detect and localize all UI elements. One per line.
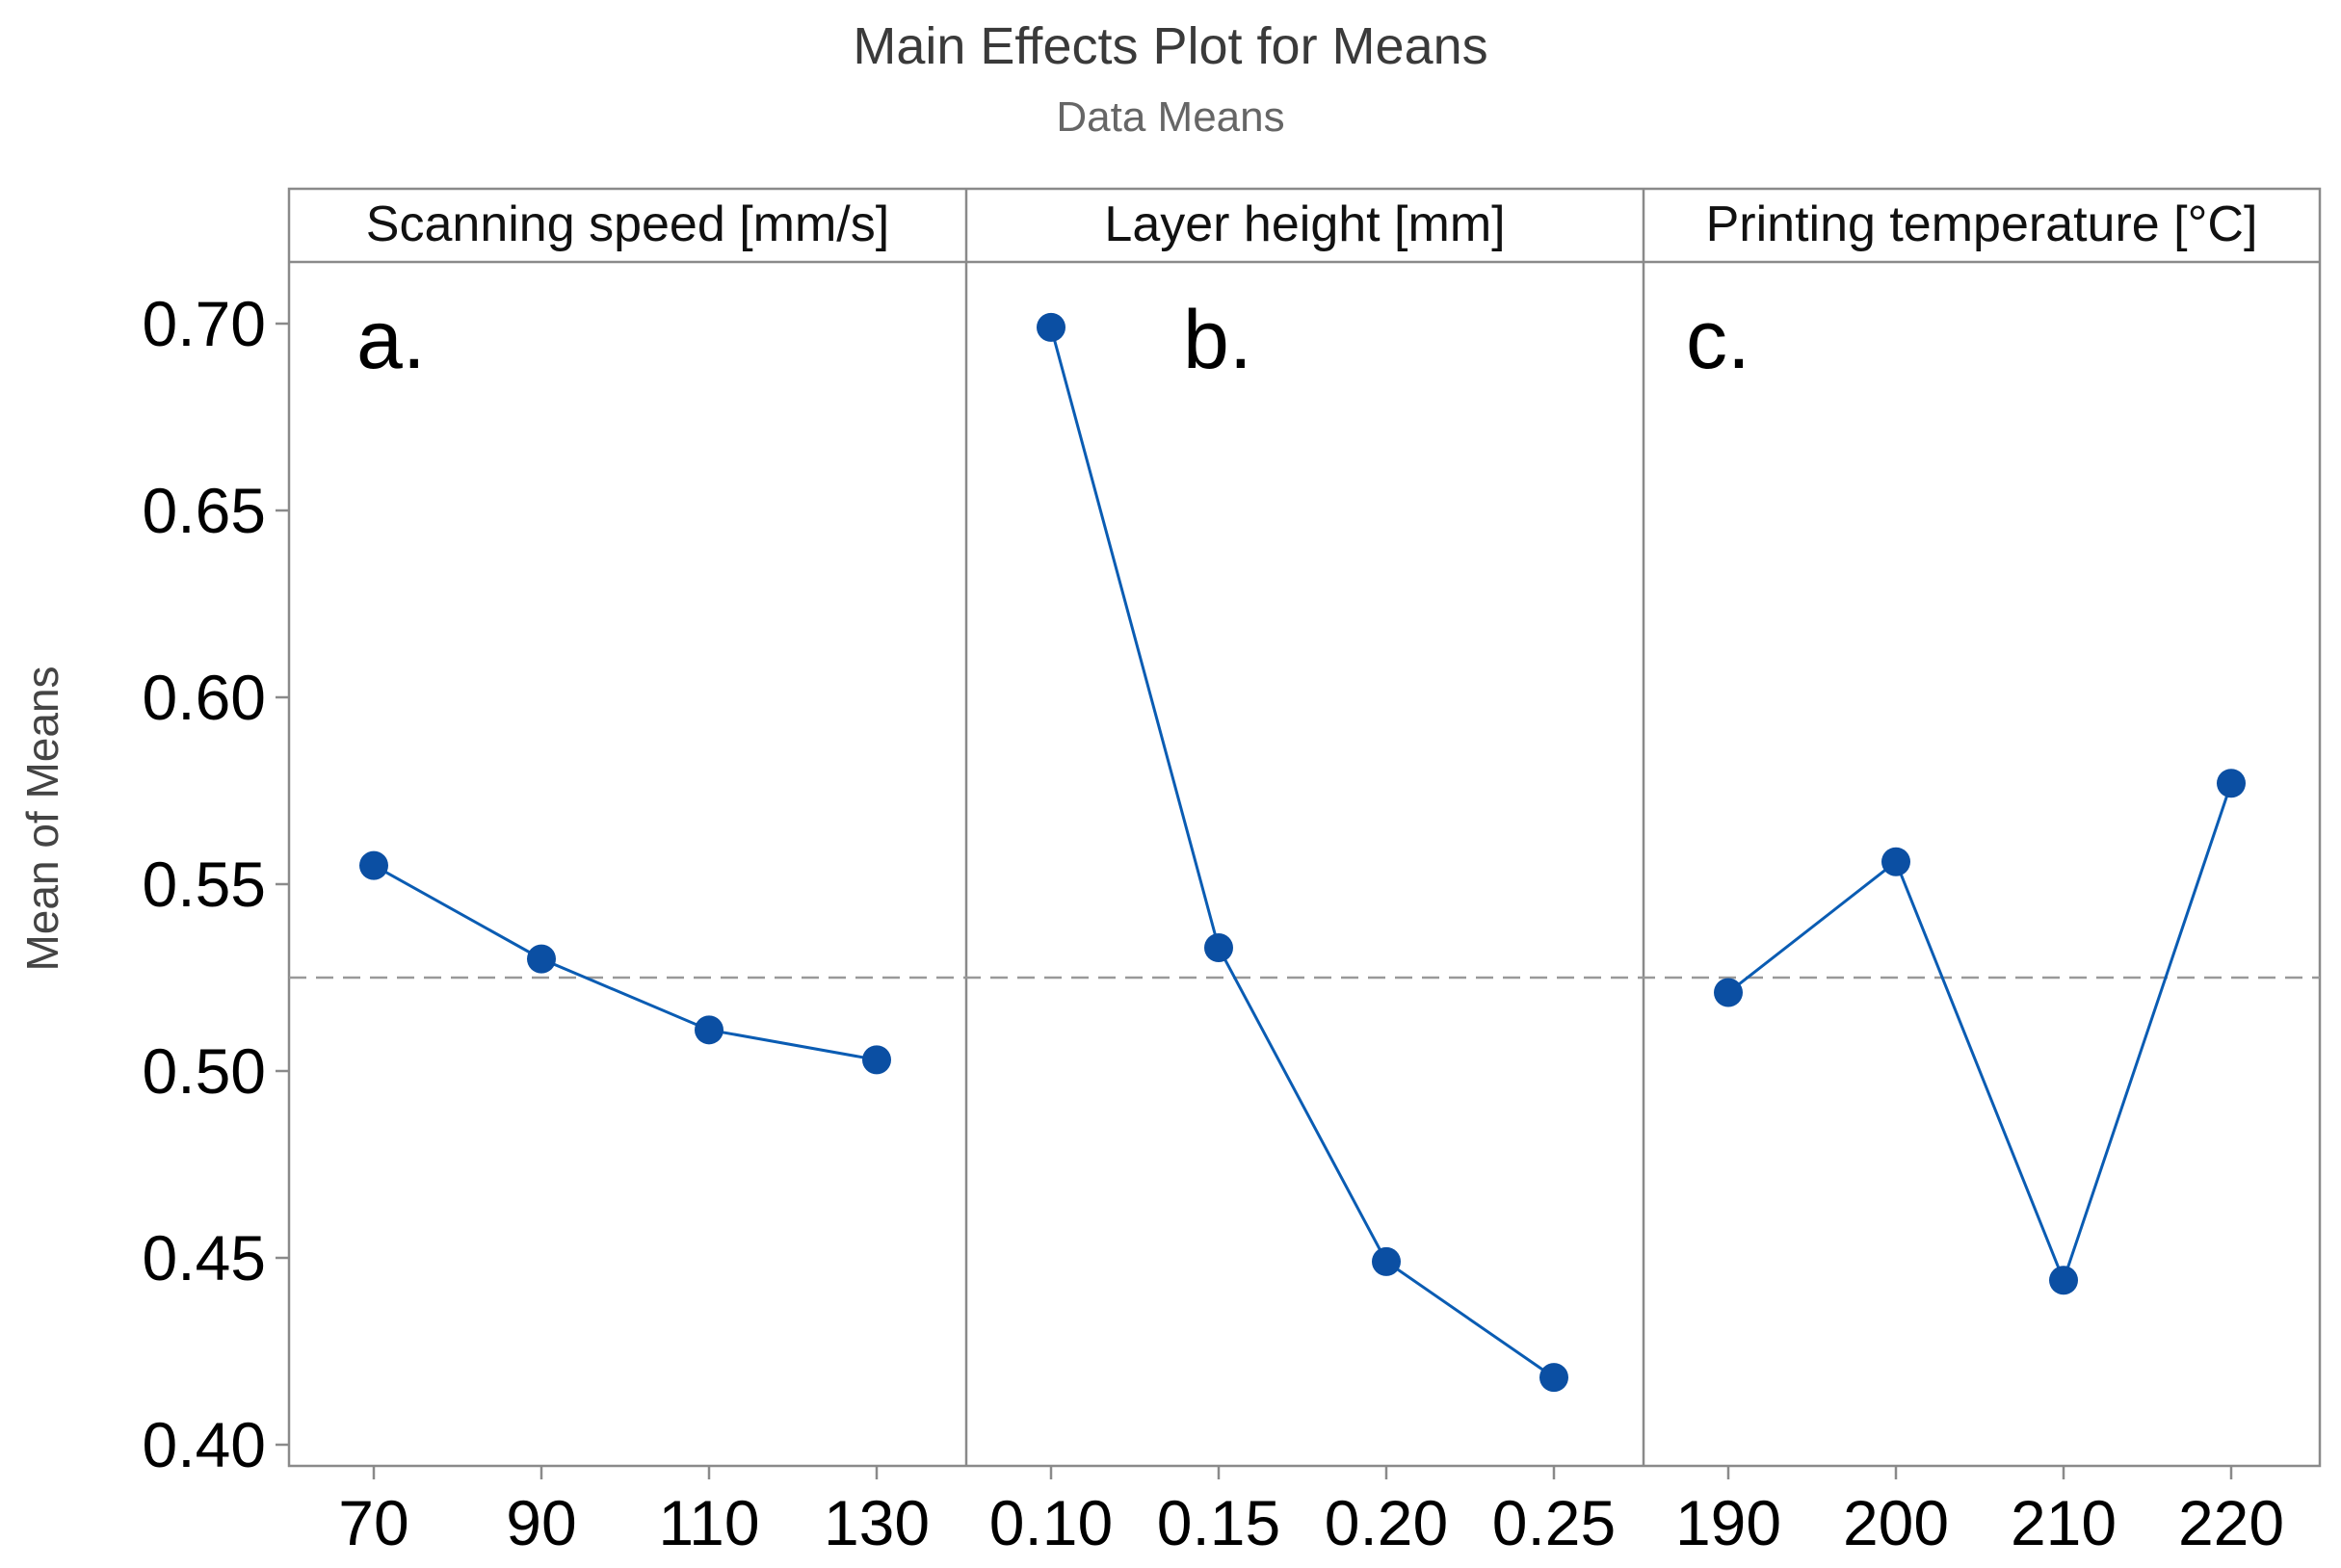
x-tick-label: 90 — [506, 1487, 576, 1558]
x-tick-label: 70 — [338, 1487, 408, 1558]
plot-frame — [287, 187, 2322, 1468]
plot-area: 0.70 0.65 0.60 0.55 0.50 0.45 0.40 Scanning spe… — [143, 187, 2322, 1558]
y-tick-label: 0.65 — [143, 475, 266, 546]
panel-letter-2: b. — [1183, 294, 1252, 386]
series-line-panel-1 — [373, 864, 878, 1061]
y-tick-label: 0.60 — [143, 662, 266, 733]
x-tick-label: 0.25 — [1492, 1487, 1616, 1558]
y-tick-label: 0.40 — [143, 1409, 266, 1480]
x-tick-label: 130 — [824, 1487, 930, 1558]
data-point — [2049, 1266, 2078, 1295]
x-tick-label: 210 — [2011, 1487, 2117, 1558]
x-tick-label: 200 — [1843, 1487, 1949, 1558]
panel-header-1: Scanning speed [mm/s] — [366, 196, 889, 252]
data-point — [1539, 1363, 1568, 1393]
y-axis-label: Mean of Means — [17, 666, 67, 971]
y-tick-label: 0.70 — [143, 288, 266, 359]
y-tick-label: 0.45 — [143, 1222, 266, 1294]
x-tick-label: 0.15 — [1157, 1487, 1280, 1558]
data-point — [1372, 1246, 1401, 1276]
panel-letter-3: c. — [1686, 294, 1750, 386]
chart-subtitle: Data Means — [1056, 93, 1284, 141]
x-tick-label: 220 — [2178, 1487, 2284, 1558]
panel-header-3: Printing temperature [°C] — [1706, 196, 2258, 252]
data-point — [2217, 769, 2246, 798]
panel-header-2: Layer height [mm] — [1104, 196, 1505, 252]
x-tick-label: 0.20 — [1325, 1487, 1448, 1558]
y-tick-label: 0.55 — [143, 849, 266, 920]
series-line-panel-3 — [1727, 782, 2233, 1285]
data-point — [527, 944, 556, 974]
data-point — [862, 1045, 891, 1075]
chart-title: Main Effects Plot for Means — [853, 17, 1487, 75]
x-tick-label: 190 — [1675, 1487, 1781, 1558]
data-point — [1037, 312, 1065, 342]
x-tick-label: 110 — [658, 1487, 759, 1558]
y-tick-label: 0.50 — [143, 1035, 266, 1107]
panel-letter-1: a. — [356, 294, 426, 386]
data-point — [1881, 847, 1910, 876]
data-point — [359, 850, 388, 880]
x-tick-label: 0.10 — [989, 1487, 1113, 1558]
data-point — [695, 1015, 723, 1045]
series-line-panel-2 — [1049, 327, 1555, 1379]
data-point — [1204, 932, 1233, 962]
data-point — [1714, 978, 1743, 1007]
